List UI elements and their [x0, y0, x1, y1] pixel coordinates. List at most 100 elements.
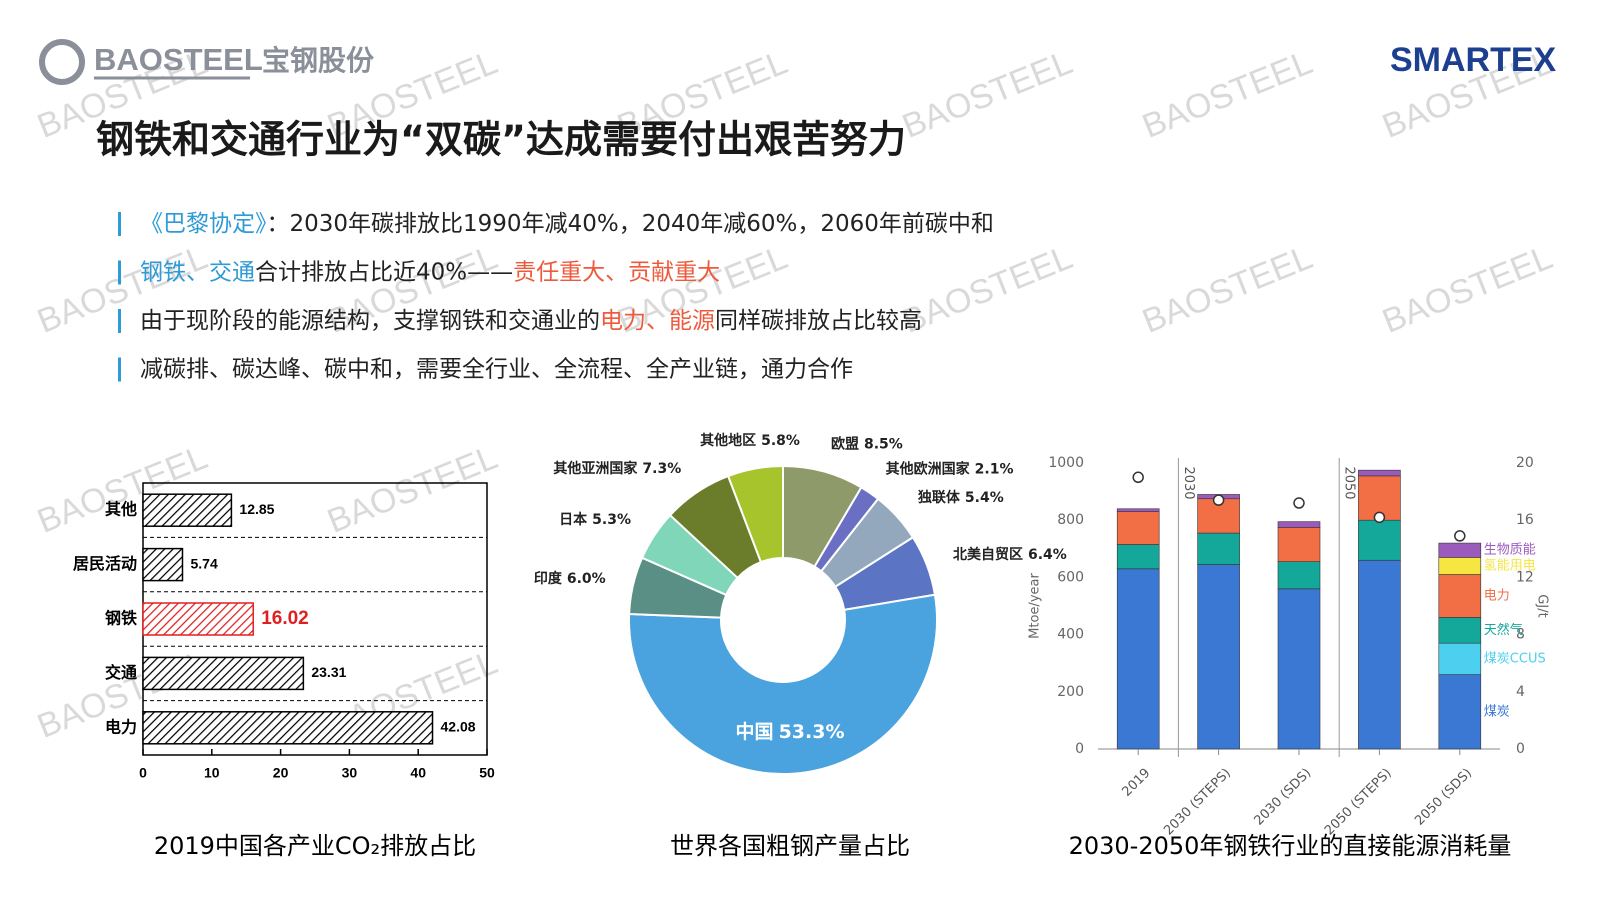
watermark: BAOSTEEL: [1377, 238, 1558, 340]
y2-axis-label: GJ/t: [1535, 594, 1550, 617]
category-label: 电力: [105, 717, 137, 736]
slice-label: 北美自贸区 6.4%: [953, 546, 1067, 563]
bullet-segment: 电力、能源: [600, 308, 715, 334]
x-tick-label: 2030 (STEPS): [1161, 766, 1234, 839]
logo-icon: [39, 39, 85, 85]
y-tick-label: 400: [1057, 627, 1084, 643]
x-tick-label: 40: [410, 765, 426, 781]
bullet-segment: 减碳排、碳达峰、碳中和，需要全行业、全流程、全产业链，通力合作: [140, 356, 853, 382]
x-tick-label: 10: [204, 765, 220, 781]
donut-slice: [628, 593, 938, 775]
bullet-segment: 合计排放占比近40%——: [255, 259, 513, 285]
watermark: BAOSTEEL: [1137, 43, 1318, 145]
chart-caption: 2030-2050年钢铁行业的直接能源消耗量: [1069, 832, 1512, 860]
logo-cn: 宝钢股份: [262, 44, 374, 77]
bar-segment: [1197, 564, 1240, 750]
y2-tick-label: 16: [1516, 512, 1534, 528]
slice-value: 6.4%: [1028, 547, 1067, 563]
legend-label: 煤炭: [1484, 704, 1510, 719]
bar-segment: [1277, 588, 1321, 750]
slice-name: 印度: [534, 570, 563, 587]
bar-segment: [1438, 617, 1482, 644]
y2-tick-label: 0: [1516, 741, 1525, 757]
slice-value: 53.3%: [779, 720, 845, 742]
logo-text: BAOSTEEL: [94, 42, 263, 77]
x-tick-label: 30: [342, 765, 358, 781]
bar-segment: [1358, 519, 1401, 561]
intensity-point: [1373, 511, 1386, 524]
value-label: 12.85: [239, 501, 274, 517]
bullet-text: 由于现阶段的能源结构，支撑钢铁和交通业的电力、能源同样碳排放占比较高: [140, 308, 922, 334]
x-tick-label: 50: [479, 765, 495, 781]
y2-tick-label: 8: [1516, 627, 1525, 643]
bullet-segment: ：2030年碳排放比1990年减40%，2040年减60%，2060年前碳中和: [267, 211, 994, 237]
intensity-point: [1132, 471, 1144, 484]
watermark: BAOSTEEL: [897, 238, 1078, 340]
value-label: 5.74: [190, 555, 217, 571]
bullet-segment: 由于现阶段的能源结构，支撑钢铁和交通业的: [140, 308, 600, 334]
category-label: 居民活动: [73, 554, 137, 573]
bullets: 《巴黎协定》：2030年碳排放比1990年减40%，2040年减60%，2060…: [118, 211, 994, 382]
slice-value: 2.1%: [975, 462, 1014, 478]
slice-name: 其他欧洲国家: [886, 461, 971, 478]
slice-label: 欧盟 8.5%: [831, 435, 903, 452]
divider-label: 2030: [1181, 466, 1196, 499]
legend-label: 氢能用电: [1484, 558, 1536, 573]
y-tick-label: 800: [1057, 512, 1084, 528]
x-tick-label: 2019: [1119, 766, 1153, 800]
bullet-segment: 同样碳排放占比较高: [715, 308, 922, 334]
slide-title: 钢铁和交通行业为“双碳”达成需要付出艰苦努力: [96, 118, 906, 162]
slice-name: 北美自贸区: [953, 546, 1023, 563]
bar-segment: [1358, 469, 1401, 477]
bar-segment: [1438, 674, 1482, 750]
y2-tick-label: 12: [1516, 569, 1534, 585]
watermark: BAOSTEEL: [1137, 238, 1318, 340]
bullet-text: 《巴黎协定》：2030年碳排放比1990年减40%，2040年减60%，2060…: [140, 211, 994, 237]
y2-tick-label: 20: [1516, 455, 1534, 471]
slice-name: 中国: [736, 719, 774, 742]
slice-name: 独联体: [918, 489, 961, 506]
bar-segment: [1277, 527, 1321, 562]
slice-label: 独联体 5.4%: [918, 489, 1004, 506]
legend-label: 天然气: [1484, 622, 1523, 638]
bullet-bar: [118, 357, 121, 382]
bar-segment: [1116, 511, 1160, 545]
x-tick-label: 20: [273, 765, 289, 781]
chart-steel-share: 欧盟 8.5% 其他欧洲国家 2.1% 独联体 5.4% 北美自贸区 6.4% 中国 53.3% 印…: [534, 432, 1067, 860]
slice-label: 印度 6.0%: [534, 570, 606, 587]
legend-label: 电力: [1484, 588, 1510, 603]
x-tick-label: 0: [139, 765, 147, 781]
y-axis-label: Mtoe/year: [1028, 573, 1043, 639]
intensity-point: [1212, 494, 1225, 506]
slice-label: 中国 53.3%: [736, 719, 845, 742]
bullet-segment: 钢铁、交通: [140, 259, 255, 285]
watermark: BAOSTEEL: [897, 43, 1078, 145]
bar: [142, 711, 434, 745]
slice-value: 5.3%: [592, 512, 631, 528]
legend-label: 生物质能: [1484, 543, 1536, 558]
slice-name: 其他地区: [700, 432, 756, 449]
chart-energy: 0 200 400 600 800 1000 0 4 8 12 16 20 Mtoe/year GJ/t 2…: [1028, 455, 1550, 860]
bullet-bar: [118, 260, 121, 285]
chart-caption: 2019中国各产业CO₂排放占比: [154, 832, 476, 860]
y-tick-label: 600: [1057, 569, 1084, 585]
value-label: 23.31: [311, 664, 346, 680]
bullet-text: 钢铁、交通合计排放占比近40%——责任重大、贡献重大: [140, 259, 720, 285]
intensity-point: [1293, 497, 1305, 509]
category-label: 钢铁: [105, 609, 137, 628]
bar: [142, 602, 254, 636]
x-tick-label: 2050 (SDS): [1412, 766, 1475, 829]
brand: SMARTEX: [1390, 41, 1557, 79]
slice-label: 其他欧洲国家 2.1%: [886, 461, 1014, 478]
chart-emissions: 12.85 其他 5.74 居民活动 16.02 钢铁 23.31 交通 42.08 电力 0 10 2…: [73, 482, 495, 860]
bar-segment: [1116, 568, 1160, 750]
slice-name: 日本: [559, 511, 588, 528]
y-tick-label: 200: [1057, 684, 1084, 700]
slice-name: 欧盟: [831, 435, 859, 452]
bar-segment: [1438, 574, 1482, 618]
slice-value: 8.5%: [864, 436, 903, 452]
bullet-bar: [118, 212, 121, 236]
y-tick-label: 1000: [1048, 455, 1084, 471]
bullet-segment: 责任重大、贡献重大: [513, 259, 720, 285]
